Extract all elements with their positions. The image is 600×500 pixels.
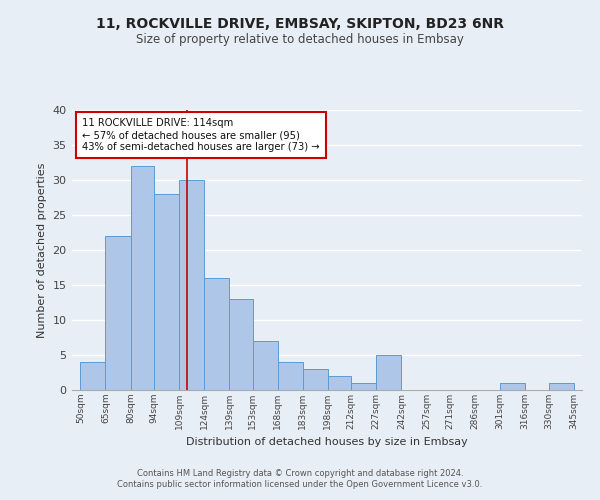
Bar [376, 355, 401, 390]
Bar [229, 299, 253, 390]
Text: Contains HM Land Registry data © Crown copyright and database right 2024.: Contains HM Land Registry data © Crown c… [137, 468, 463, 477]
Bar [106, 236, 131, 390]
Bar [351, 383, 376, 390]
Bar [204, 278, 229, 390]
Bar [328, 376, 351, 390]
Bar [253, 341, 278, 390]
Text: Size of property relative to detached houses in Embsay: Size of property relative to detached ho… [136, 32, 464, 46]
Text: Contains public sector information licensed under the Open Government Licence v3: Contains public sector information licen… [118, 480, 482, 489]
Bar [179, 180, 204, 390]
Bar [80, 362, 106, 390]
Bar [303, 369, 328, 390]
X-axis label: Distribution of detached houses by size in Embsay: Distribution of detached houses by size … [186, 438, 468, 448]
Bar [548, 383, 574, 390]
Y-axis label: Number of detached properties: Number of detached properties [37, 162, 47, 338]
Bar [500, 383, 525, 390]
Bar [131, 166, 154, 390]
Text: 11 ROCKVILLE DRIVE: 114sqm
← 57% of detached houses are smaller (95)
43% of semi: 11 ROCKVILLE DRIVE: 114sqm ← 57% of deta… [82, 118, 320, 152]
Bar [278, 362, 303, 390]
Text: 11, ROCKVILLE DRIVE, EMBSAY, SKIPTON, BD23 6NR: 11, ROCKVILLE DRIVE, EMBSAY, SKIPTON, BD… [96, 18, 504, 32]
Bar [154, 194, 179, 390]
